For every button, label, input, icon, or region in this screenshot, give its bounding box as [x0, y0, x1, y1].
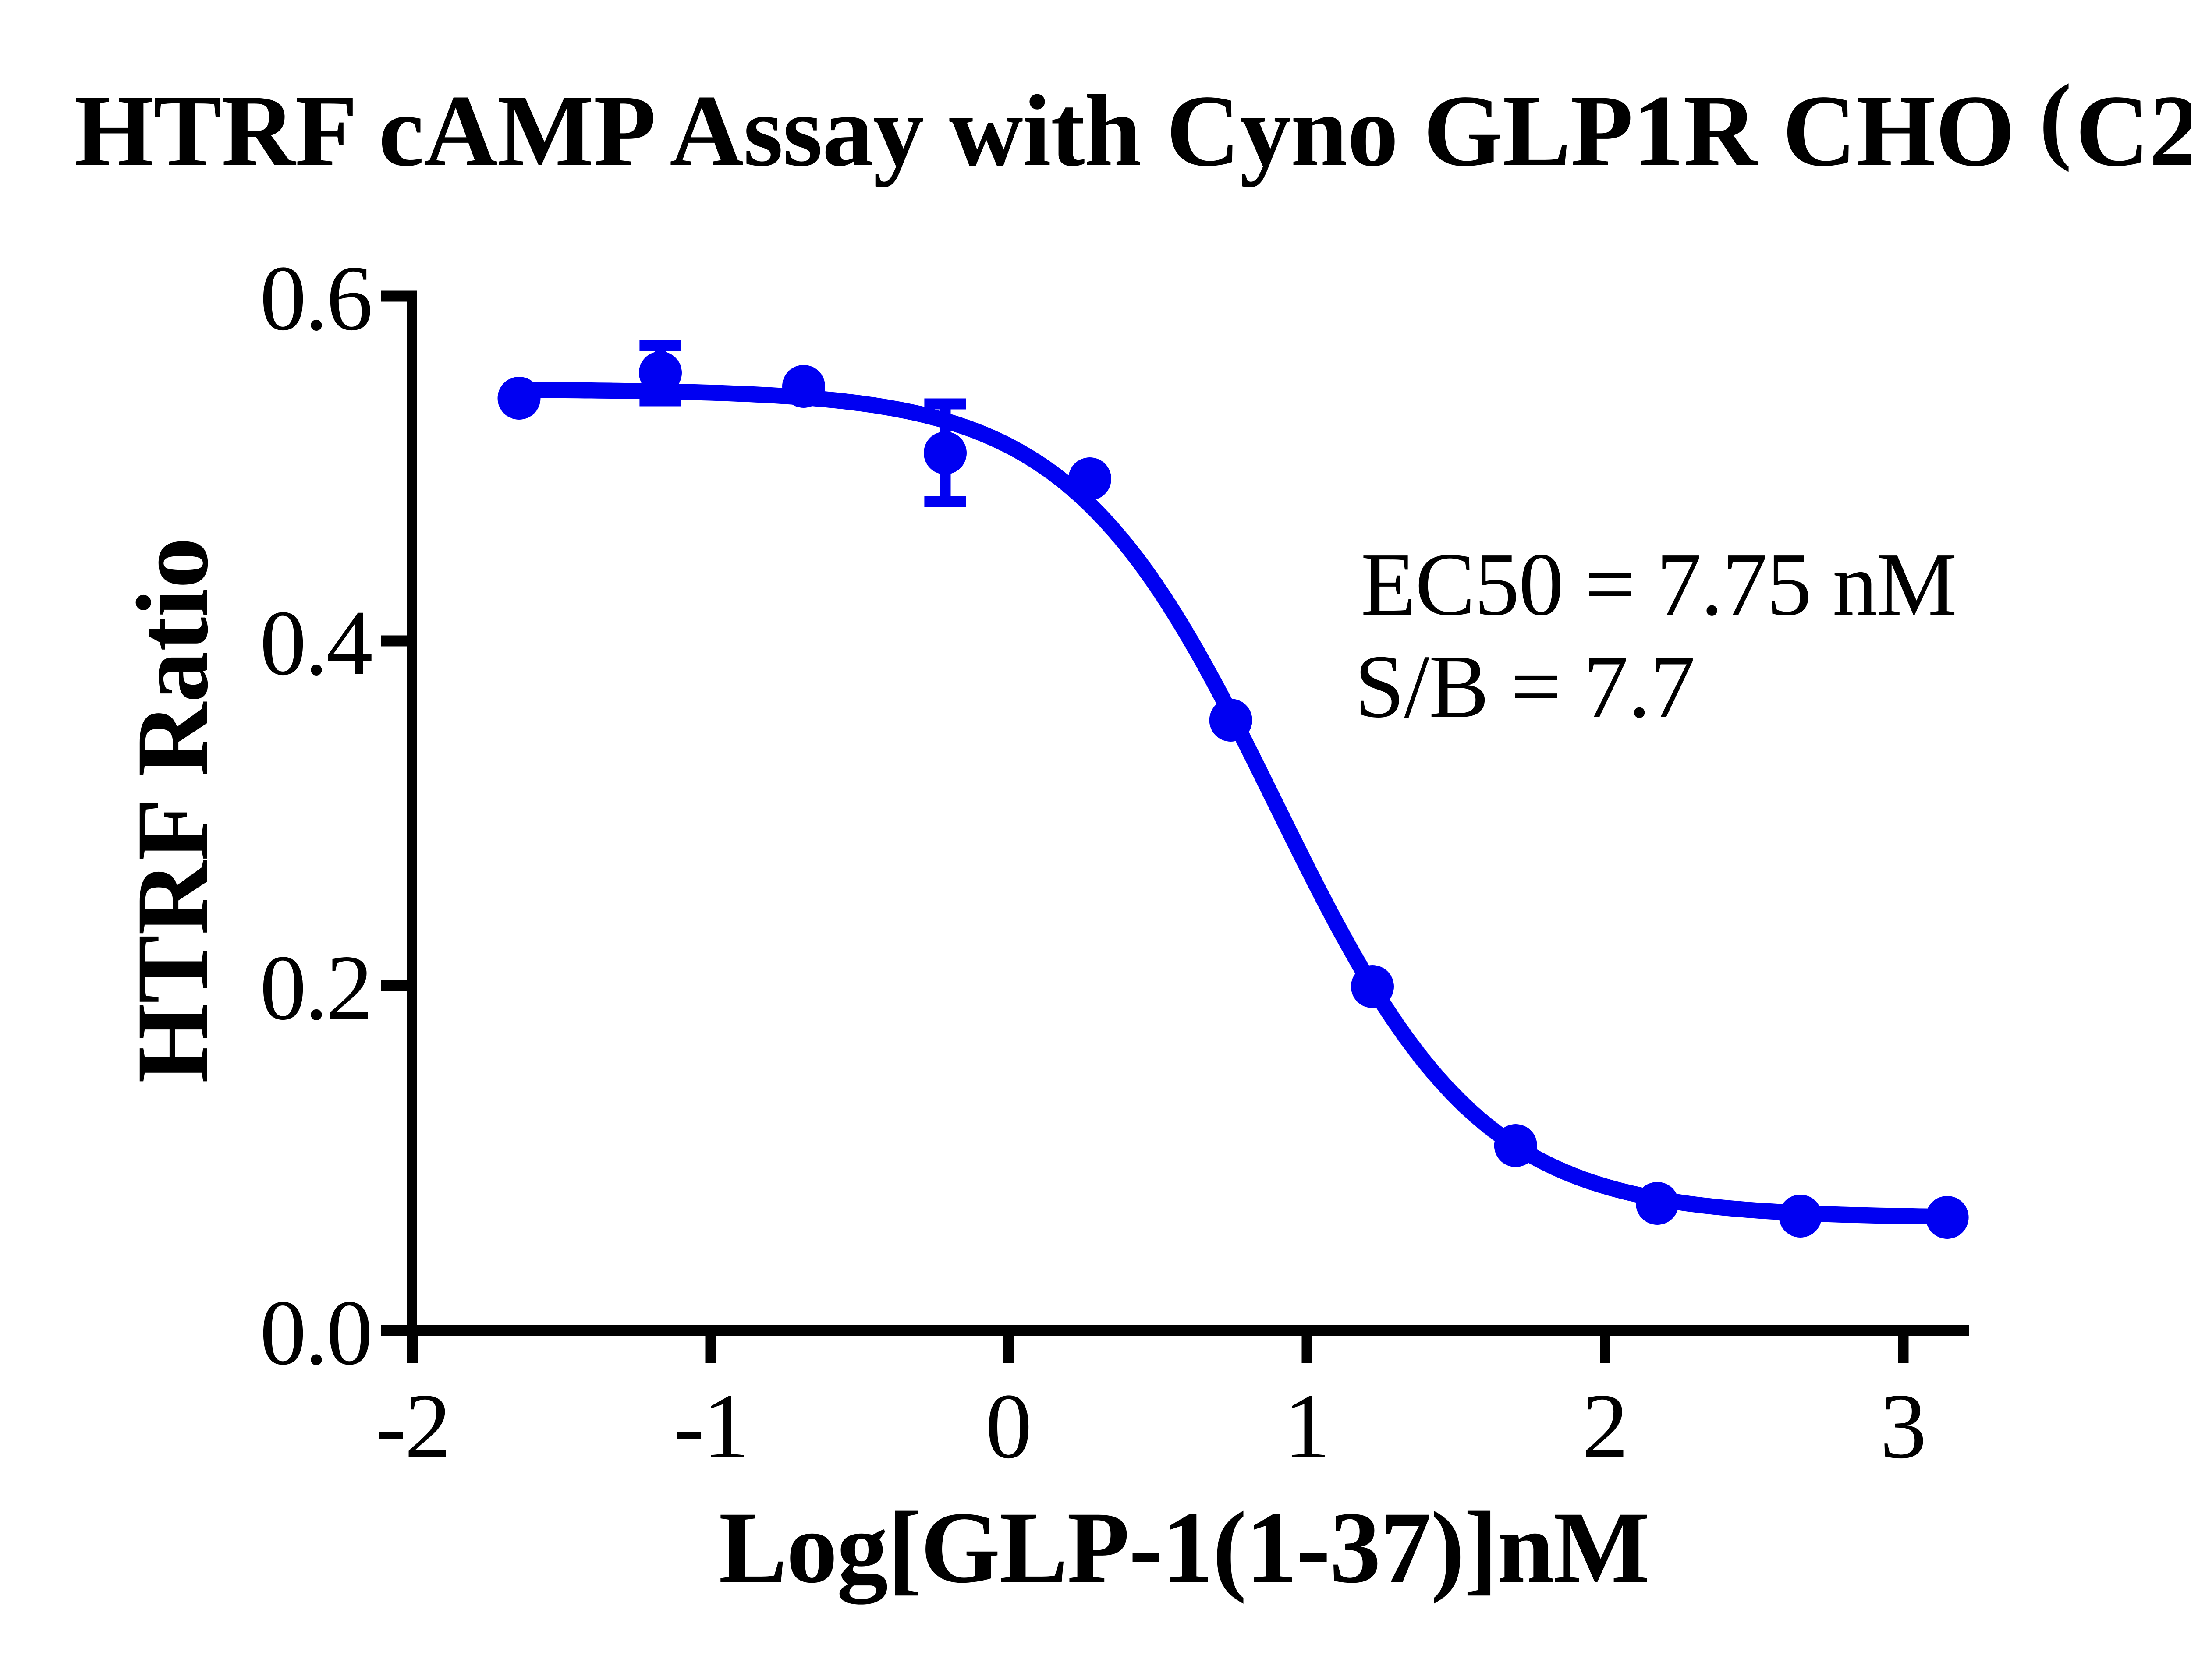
svg-text:-1: -1 — [674, 1375, 748, 1478]
svg-text:Log[GLP-1(1-37)]nM: Log[GLP-1(1-37)]nM — [719, 1490, 1649, 1605]
svg-text:0.2: 0.2 — [260, 936, 371, 1040]
svg-text:2: 2 — [1582, 1375, 1629, 1478]
svg-text:HTRF cAMP Assay with Cyno GLP1: HTRF cAMP Assay with Cyno GLP1R CHO(C24) — [74, 64, 2191, 187]
svg-text:0: 0 — [986, 1375, 1032, 1478]
svg-text:0.4: 0.4 — [260, 591, 372, 695]
svg-text:3: 3 — [1880, 1375, 1927, 1478]
svg-text:0.6: 0.6 — [260, 247, 371, 350]
svg-text:HTRF Ratio: HTRF Ratio — [115, 538, 229, 1083]
svg-text:1: 1 — [1283, 1375, 1330, 1478]
svg-text:EC50 = 7.75 nM: EC50 = 7.75 nM — [1361, 534, 1957, 634]
svg-text:0.0: 0.0 — [260, 1281, 371, 1385]
svg-text:S/B = 7.7: S/B = 7.7 — [1354, 636, 1695, 736]
svg-text:-2: -2 — [375, 1375, 449, 1478]
